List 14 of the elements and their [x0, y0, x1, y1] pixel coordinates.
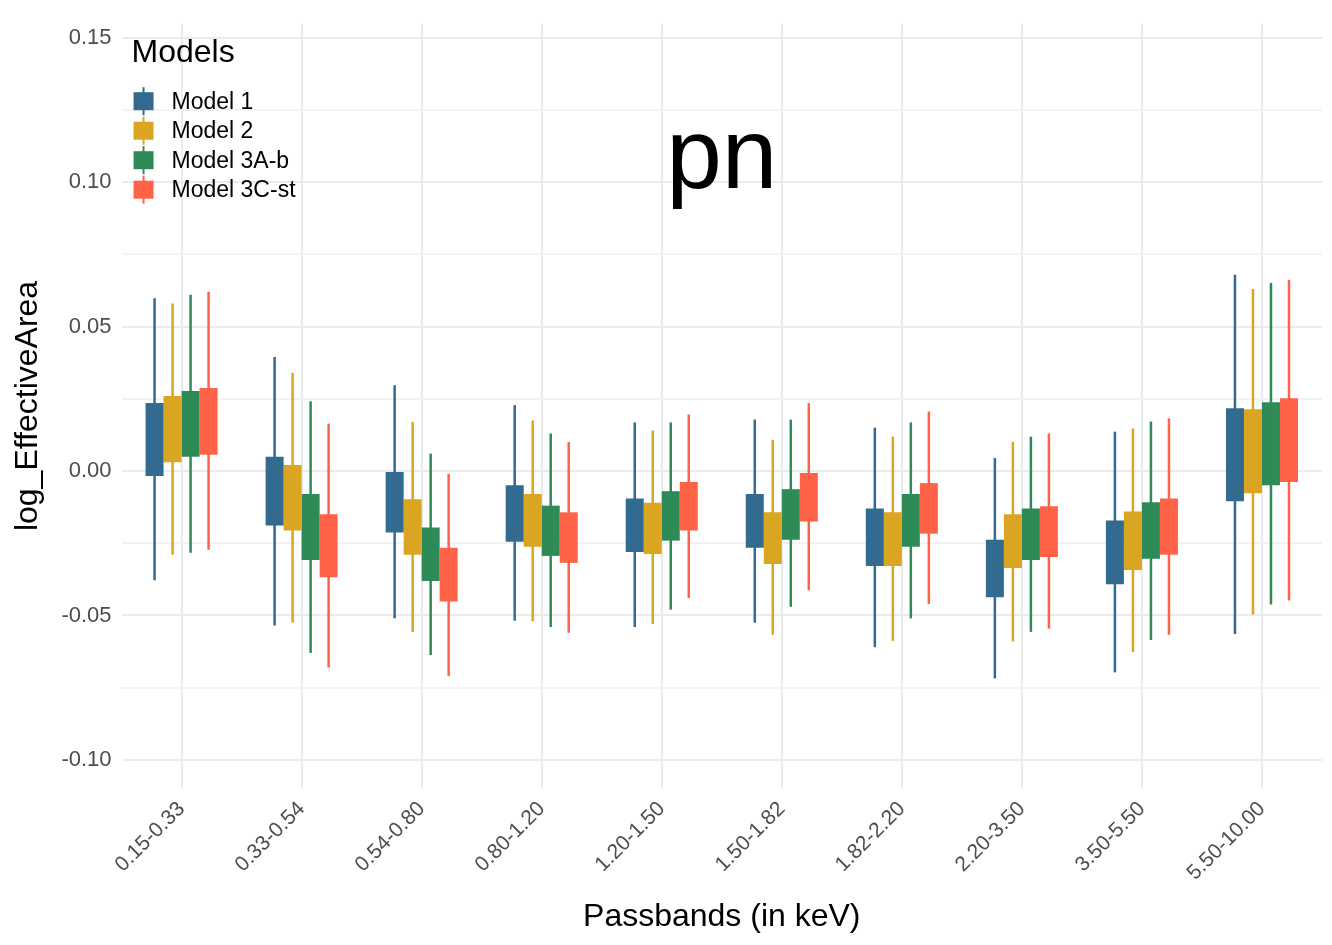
y-tick-label: -0.05 [61, 601, 112, 627]
legend-label: Model 2 [171, 117, 254, 144]
y-tick-label: 0.05 [68, 312, 112, 338]
x-axis-title: Passbands (in keV) [583, 896, 861, 933]
y-tick-label: 0.15 [68, 23, 112, 49]
y-tick-label: -0.10 [61, 745, 112, 771]
legend-label: Model 3C-st [171, 176, 297, 203]
y-axis-title: log_EffectiveArea [8, 280, 45, 532]
legend-title: Models [131, 33, 235, 70]
text: pn [666, 97, 778, 210]
y-tick-label: 0.00 [68, 457, 112, 483]
legend-label: Model 3A-b [171, 146, 290, 173]
y-tick-label: 0.10 [68, 168, 112, 194]
legend-label: Model 1 [171, 87, 254, 114]
